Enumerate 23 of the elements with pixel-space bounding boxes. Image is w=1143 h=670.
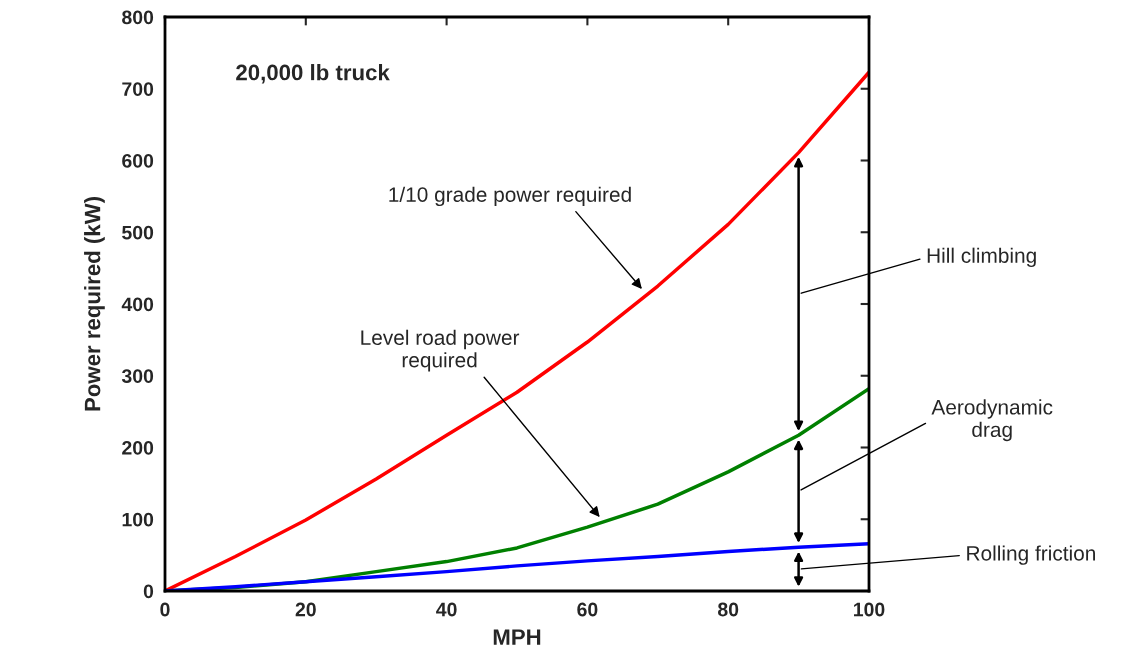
y-axis-title: Power required (kW) bbox=[84, 197, 105, 411]
y-tick-label: 800 bbox=[122, 10, 154, 25]
y-tick-label: 500 bbox=[122, 225, 154, 240]
y-tick-label: 400 bbox=[121, 297, 154, 312]
y-tick-label: 300 bbox=[121, 369, 154, 384]
x-tick-label: 100 bbox=[854, 602, 885, 617]
text: Aerodynamic drag bbox=[931, 399, 1053, 442]
text: Rolling friction bbox=[967, 545, 1095, 565]
annotation: Level road power required bbox=[361, 329, 520, 372]
x-tick-label: 0 bbox=[160, 602, 170, 617]
x-tick-label: 60 bbox=[577, 602, 598, 617]
y-tick-label: 0 bbox=[143, 584, 154, 599]
text: 20,000 lb truck bbox=[236, 64, 390, 84]
y-tick-label: 100 bbox=[122, 512, 154, 527]
y-tick-label: 700 bbox=[122, 82, 154, 96]
y-tick-label: 600 bbox=[122, 153, 154, 168]
x-tick-label: 80 bbox=[718, 602, 739, 617]
y-tick-label: 200 bbox=[122, 440, 154, 455]
x-tick-label: 20 bbox=[295, 602, 316, 617]
x-axis-title: MPH bbox=[493, 629, 541, 645]
annotation: 1/10 grade power required bbox=[389, 186, 631, 207]
text: Hill climbing bbox=[927, 247, 1036, 268]
x-tick-label: 40 bbox=[436, 602, 457, 617]
